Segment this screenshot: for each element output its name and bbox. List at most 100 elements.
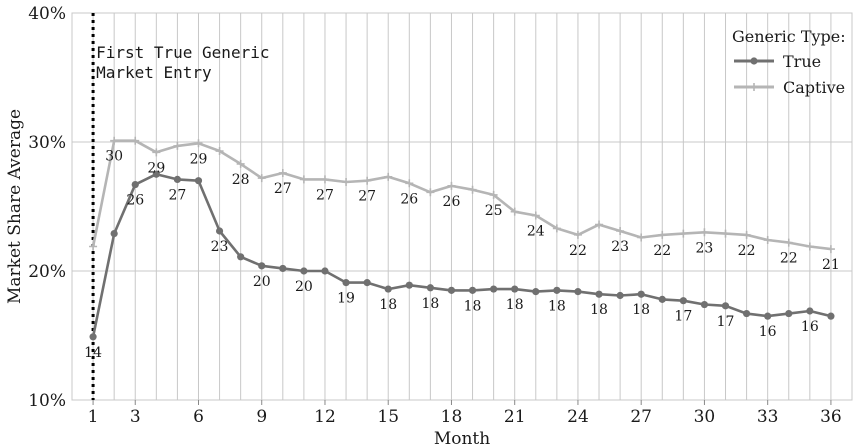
annotation-line-2: Market Entry — [96, 63, 212, 82]
data-point-true — [258, 262, 266, 270]
data-point-captive — [763, 236, 772, 245]
data-point-true — [342, 279, 350, 287]
legend-marker-true — [750, 57, 758, 65]
data-point-true — [764, 312, 772, 320]
x-tick-label: 24 — [567, 407, 589, 427]
data-label: 23 — [211, 239, 229, 255]
data-point-captive — [742, 230, 751, 239]
data-label: 18 — [590, 302, 608, 318]
data-point-true — [215, 227, 224, 235]
data-point-true — [785, 309, 793, 318]
data-point-captive — [363, 176, 372, 185]
data-point-captive — [805, 242, 814, 251]
data-point-captive — [658, 230, 667, 239]
data-point-true — [827, 312, 835, 320]
data-label: 28 — [232, 172, 250, 188]
x-tick-label: 15 — [377, 407, 399, 427]
data-point-captive — [679, 229, 688, 238]
data-label: 16 — [759, 324, 777, 340]
x-tick-label: 21 — [504, 407, 526, 427]
data-label: 27 — [358, 189, 376, 205]
data-point-true — [384, 285, 392, 293]
data-point-captive — [637, 233, 646, 242]
data-point-captive — [131, 136, 140, 145]
x-tick-label: 3 — [130, 407, 141, 427]
data-label: 29 — [190, 151, 208, 167]
data-point-true — [131, 180, 139, 189]
data-point-true — [490, 285, 498, 293]
data-label: 29 — [147, 160, 165, 176]
y-tick-label: 20% — [28, 262, 66, 282]
data-point-true — [194, 177, 203, 185]
data-point-true — [237, 253, 245, 261]
data-point-true — [405, 281, 413, 289]
data-point-true — [721, 302, 730, 310]
data-label: 30 — [105, 149, 123, 165]
data-point-true — [426, 284, 434, 292]
legend-label-true: True — [783, 52, 821, 71]
grid — [71, 12, 853, 401]
data-point-captive — [405, 179, 414, 188]
data-label: 18 — [632, 302, 650, 318]
data-point-captive — [552, 224, 561, 233]
data-point-captive — [152, 148, 161, 157]
data-label: 27 — [274, 181, 292, 197]
x-tick-label: 18 — [441, 407, 463, 427]
data-point-true — [700, 300, 709, 309]
data-point-true — [679, 297, 687, 305]
data-point-captive — [89, 242, 98, 251]
data-label: 24 — [527, 224, 545, 240]
data-label: 14 — [84, 345, 102, 361]
data-point-captive — [342, 177, 351, 186]
data-point-captive — [531, 211, 540, 220]
y-tick-label: 10% — [28, 391, 66, 411]
data-point-true — [110, 229, 118, 238]
data-label: 23 — [696, 240, 714, 256]
data-point-captive — [257, 174, 266, 183]
data-point-captive — [299, 175, 308, 184]
x-tick-label: 33 — [757, 407, 779, 427]
data-point-captive — [468, 185, 477, 194]
data-point-captive — [426, 188, 435, 197]
y-tick-label: 30% — [28, 133, 66, 153]
data-label: 21 — [822, 257, 840, 273]
data-label: 17 — [674, 309, 692, 325]
y-axis-title: Market Share Average — [5, 109, 25, 304]
data-point-true — [321, 267, 329, 275]
data-point-captive — [784, 238, 793, 247]
data-point-captive — [447, 181, 456, 190]
data-label: 22 — [653, 243, 671, 259]
data-label: 18 — [548, 298, 566, 314]
data-point-true — [616, 291, 624, 300]
data-labels: 14 26 27 23 20 20 19 18 18 18 18 18 18 18 17 17 16 16 30 29… — [84, 149, 840, 361]
data-point-true — [89, 333, 97, 341]
data-point-true — [806, 307, 814, 315]
data-point-true — [300, 267, 308, 275]
data-label: 26 — [126, 193, 144, 209]
data-label: 25 — [485, 203, 503, 219]
data-point-true — [742, 309, 751, 318]
data-point-captive — [384, 172, 393, 181]
data-point-true — [152, 170, 160, 178]
data-point-captive — [173, 141, 182, 150]
data-point-true — [553, 286, 561, 294]
data-point-true — [468, 286, 477, 294]
data-point-captive — [215, 147, 224, 156]
data-point-captive — [194, 139, 203, 148]
data-point-captive — [595, 220, 604, 229]
data-point-true — [658, 295, 666, 303]
legend-title: Generic Type: — [732, 27, 846, 46]
x-tick-label: 36 — [820, 407, 842, 427]
data-point-captive — [826, 245, 835, 254]
data-point-captive — [700, 228, 709, 237]
data-point-captive — [320, 175, 329, 184]
data-point-captive — [721, 229, 730, 238]
data-label: 18 — [379, 297, 397, 313]
data-point-true — [637, 290, 645, 298]
data-label: 26 — [443, 194, 461, 210]
x-tick-label: 6 — [193, 407, 204, 427]
x-tick-label: 30 — [694, 407, 716, 427]
data-label: 22 — [738, 243, 756, 259]
data-label: 16 — [801, 319, 819, 335]
